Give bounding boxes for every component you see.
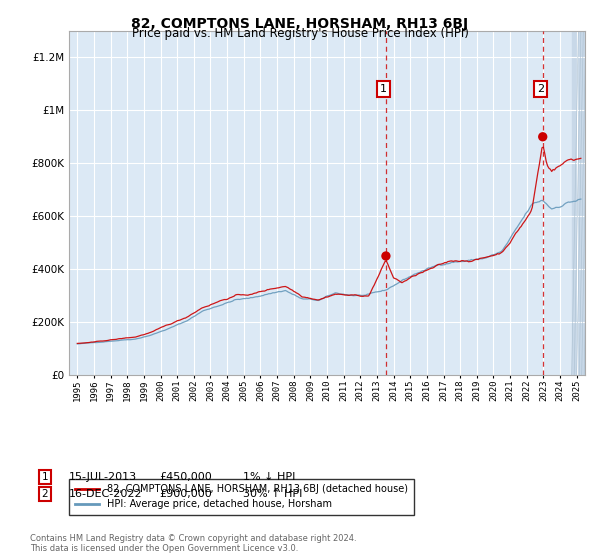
Text: 16-DEC-2022: 16-DEC-2022 bbox=[69, 489, 143, 499]
Text: £900,000: £900,000 bbox=[159, 489, 212, 499]
Text: 2: 2 bbox=[41, 489, 49, 499]
Text: 30% ↑ HPI: 30% ↑ HPI bbox=[243, 489, 302, 499]
Text: 2: 2 bbox=[536, 84, 544, 94]
Text: 82, COMPTONS LANE, HORSHAM, RH13 6BJ: 82, COMPTONS LANE, HORSHAM, RH13 6BJ bbox=[131, 17, 469, 31]
Text: Contains HM Land Registry data © Crown copyright and database right 2024.
This d: Contains HM Land Registry data © Crown c… bbox=[30, 534, 356, 553]
Text: 15-JUL-2013: 15-JUL-2013 bbox=[69, 472, 137, 482]
Point bbox=[538, 132, 548, 141]
Point bbox=[381, 251, 391, 260]
Text: £450,000: £450,000 bbox=[159, 472, 212, 482]
Text: 1: 1 bbox=[380, 84, 387, 94]
Text: 1: 1 bbox=[41, 472, 49, 482]
Bar bbox=[69, 31, 386, 375]
Text: Price paid vs. HM Land Registry's House Price Index (HPI): Price paid vs. HM Land Registry's House … bbox=[131, 27, 469, 40]
Text: 1% ↓ HPI: 1% ↓ HPI bbox=[243, 472, 295, 482]
Bar bbox=[572, 31, 585, 375]
Legend: 82, COMPTONS LANE, HORSHAM, RH13 6BJ (detached house), HPI: Average price, detac: 82, COMPTONS LANE, HORSHAM, RH13 6BJ (de… bbox=[69, 478, 414, 515]
